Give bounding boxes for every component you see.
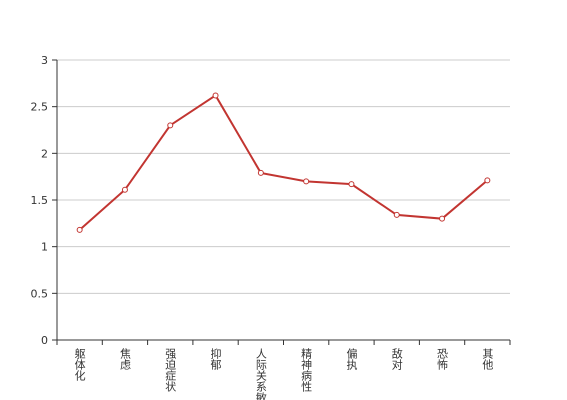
point [303, 178, 310, 185]
x-tick-label: 抑郁 [209, 347, 222, 370]
point [439, 215, 446, 222]
point [121, 186, 128, 193]
point [76, 226, 83, 233]
y-tick-label: 1 [41, 241, 48, 254]
y-tick-label: 0 [41, 334, 48, 347]
y-tick-label: 1.5 [31, 194, 49, 207]
x-tick-label: 精神病性 [300, 348, 313, 393]
x-tick-label: 焦虑 [118, 348, 131, 370]
point [212, 92, 219, 99]
point [167, 122, 174, 129]
x-tick-label: 躯体化 [73, 348, 86, 382]
x-tick-label: 敌对 [390, 347, 403, 370]
point [393, 211, 400, 218]
y-tick-label: 0.5 [31, 287, 49, 300]
x-tick-label: 偏执 [345, 347, 358, 371]
line [78, 94, 488, 231]
y-tick-label: 3 [41, 54, 48, 67]
point [484, 177, 491, 184]
x-tick-label: 强迫症状 [164, 348, 177, 392]
x-tick-label: 恐怖 [436, 348, 449, 370]
y-tick-label: 2.5 [31, 101, 49, 114]
x-tick-label: 人际关系敏感 [254, 348, 267, 400]
point [257, 169, 264, 176]
x-tick-label: 其他 [481, 348, 494, 370]
y-tick-label: 2 [41, 147, 48, 160]
point [348, 181, 355, 188]
